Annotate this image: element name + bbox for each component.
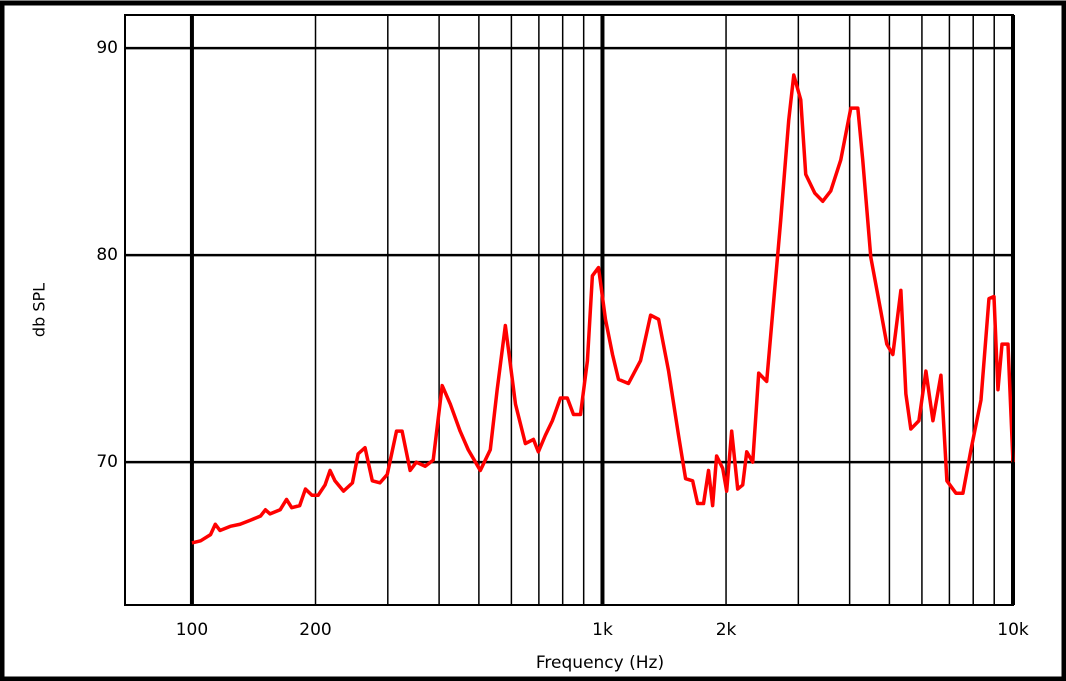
y-tick-label: 80 — [96, 245, 118, 265]
y-tick-label: 90 — [96, 38, 118, 58]
response-line — [191, 73, 1015, 545]
plot — [191, 73, 1015, 545]
x-tick-label: 100 — [176, 620, 208, 640]
x-tick-label: 1k — [592, 620, 613, 640]
x-tick-label: 200 — [299, 620, 331, 640]
x-axis-label: Frequency (Hz) — [536, 653, 664, 673]
y-axis-label: db SPL — [30, 283, 49, 337]
x-tick-label: 10k — [997, 620, 1029, 640]
plot-frame — [124, 14, 1014, 606]
y-tick-label: 70 — [96, 452, 118, 472]
x-tick-label: 2k — [716, 620, 737, 640]
